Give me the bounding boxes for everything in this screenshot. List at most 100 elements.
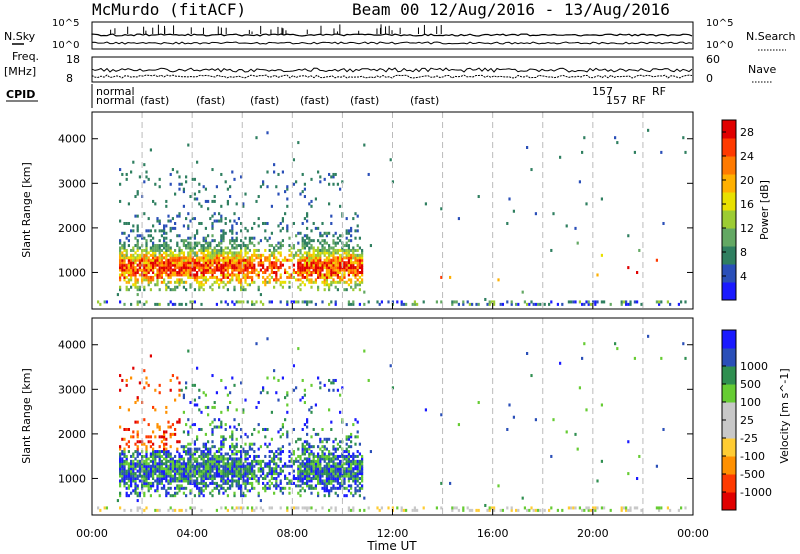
power-cell bbox=[310, 300, 313, 304]
power-cell bbox=[231, 275, 234, 279]
velocity-cell bbox=[169, 452, 172, 456]
power-cell bbox=[231, 251, 234, 255]
velocity-cell bbox=[246, 452, 249, 456]
velocity-cell bbox=[321, 467, 324, 471]
velocity-cell bbox=[158, 494, 161, 498]
power-cell bbox=[222, 256, 225, 260]
velocity-cell bbox=[121, 457, 124, 461]
velocity-cell bbox=[187, 452, 190, 456]
power-cell bbox=[303, 258, 307, 262]
power-cell bbox=[123, 271, 126, 275]
power-cell bbox=[319, 258, 322, 262]
power-cell bbox=[246, 300, 249, 304]
power-cell bbox=[358, 288, 362, 292]
velocity-cell bbox=[169, 464, 172, 468]
power-cell bbox=[334, 266, 337, 270]
velocity-cell bbox=[218, 447, 221, 451]
velocity-cell bbox=[264, 462, 267, 466]
power-cell bbox=[220, 263, 223, 267]
power-cell bbox=[292, 253, 296, 257]
power-cell bbox=[167, 302, 170, 306]
velocity-cell bbox=[231, 376, 234, 380]
velocity-cell bbox=[187, 457, 190, 461]
velocity-cell bbox=[224, 457, 227, 461]
velocity-cell bbox=[347, 450, 351, 454]
power-cell bbox=[132, 160, 135, 164]
power-cell bbox=[255, 268, 258, 272]
power-cell bbox=[193, 236, 197, 240]
velocity-cell bbox=[550, 506, 553, 510]
power-cell bbox=[266, 185, 269, 189]
power-cell bbox=[178, 263, 181, 267]
power-cell bbox=[330, 283, 333, 287]
velocity-cell bbox=[321, 440, 324, 444]
power-cell bbox=[334, 256, 337, 260]
power-cell bbox=[259, 256, 263, 260]
colorbar-tick-label: 8 bbox=[740, 246, 747, 259]
power-cell bbox=[600, 300, 604, 304]
velocity-cell bbox=[198, 489, 201, 493]
power-cell bbox=[209, 217, 212, 221]
velocity-cell bbox=[220, 486, 223, 490]
power-cell bbox=[169, 268, 172, 272]
velocity-cell bbox=[332, 378, 335, 382]
colorbar-swatch bbox=[722, 192, 736, 211]
power-cell bbox=[136, 239, 139, 243]
figure-title: McMurdo (fitACF) bbox=[92, 0, 246, 19]
velocity-cell bbox=[301, 378, 304, 382]
velocity-cell bbox=[211, 405, 214, 409]
velocity-cell bbox=[308, 506, 311, 510]
power-cell bbox=[244, 278, 247, 282]
power-cell bbox=[180, 239, 183, 243]
power-cell bbox=[145, 170, 148, 174]
power-cell bbox=[97, 300, 100, 304]
velocity-cell bbox=[204, 405, 208, 409]
velocity-cell bbox=[257, 401, 260, 405]
power-cell bbox=[154, 302, 157, 306]
power-cell bbox=[182, 190, 186, 194]
velocity-cell bbox=[130, 477, 133, 481]
velocity-cell bbox=[130, 481, 133, 485]
velocity-cell bbox=[187, 481, 190, 485]
power-cell bbox=[539, 302, 542, 306]
power-cell bbox=[303, 217, 307, 221]
power-cell bbox=[352, 246, 355, 250]
velocity-cell bbox=[358, 452, 362, 456]
power-cell bbox=[323, 266, 326, 270]
velocity-cell bbox=[202, 452, 205, 456]
velocity-cell bbox=[211, 374, 214, 378]
velocity-cell bbox=[323, 383, 326, 387]
velocity-cell bbox=[352, 474, 355, 478]
power-cell bbox=[231, 266, 234, 270]
power-cell bbox=[317, 288, 320, 292]
power-cell bbox=[356, 263, 359, 267]
power-cell bbox=[242, 268, 245, 272]
power-cell bbox=[303, 244, 307, 248]
cpid-program-label: normal bbox=[96, 94, 135, 107]
power-cell bbox=[647, 128, 650, 132]
power-cell bbox=[233, 268, 236, 272]
power-cell bbox=[158, 263, 161, 267]
velocity-cell bbox=[167, 472, 170, 476]
velocity-cell bbox=[270, 437, 274, 441]
power-cell bbox=[336, 258, 340, 262]
velocity-cell bbox=[262, 508, 265, 512]
cpid-program-label: normal bbox=[96, 85, 135, 98]
power-cell bbox=[259, 258, 263, 262]
power-cell bbox=[328, 273, 331, 277]
power-cell bbox=[306, 251, 309, 255]
power-cell bbox=[174, 221, 177, 225]
velocity-cell bbox=[220, 506, 223, 510]
velocity-cell bbox=[330, 464, 333, 468]
velocity-cell bbox=[189, 457, 192, 461]
power-cell bbox=[130, 266, 133, 270]
power-cell bbox=[193, 251, 197, 255]
velocity-cell bbox=[279, 467, 282, 471]
power-cell bbox=[158, 239, 161, 243]
velocity-cell bbox=[237, 462, 241, 466]
velocity-cell bbox=[314, 508, 318, 512]
velocity-cell bbox=[211, 474, 214, 478]
velocity-cell bbox=[413, 506, 417, 510]
velocity-cell bbox=[244, 467, 247, 471]
velocity-cell bbox=[347, 464, 351, 468]
